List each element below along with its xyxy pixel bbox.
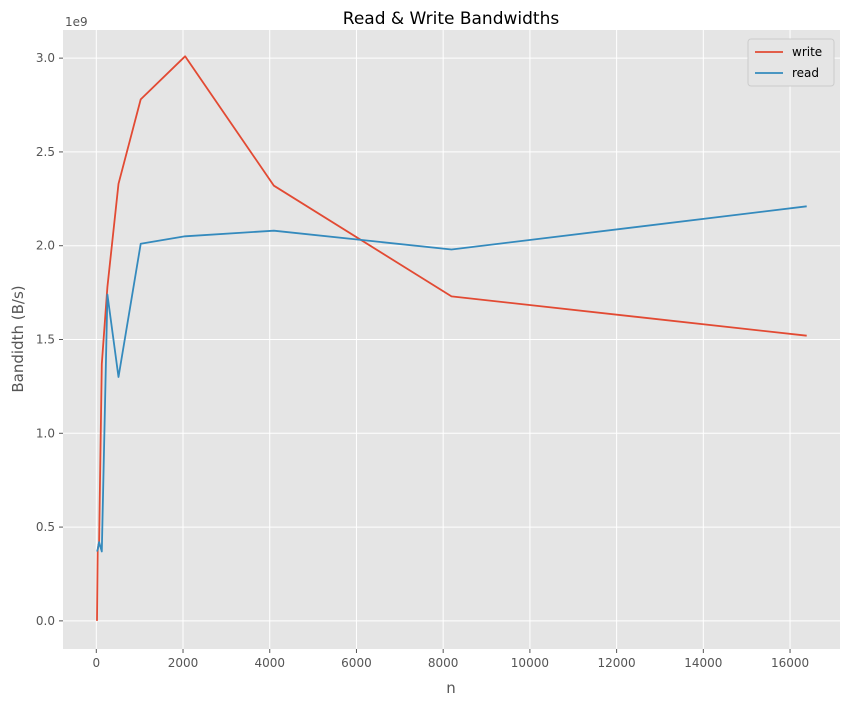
x-tick-label: 10000 bbox=[511, 656, 549, 670]
legend-box bbox=[747, 38, 835, 87]
x-tick-label: 16000 bbox=[771, 656, 809, 670]
legend-label-read: read bbox=[792, 66, 819, 80]
x-tick-label: 14000 bbox=[684, 656, 722, 670]
series-line-read bbox=[96, 205, 807, 553]
x-axis-label: n bbox=[446, 679, 456, 697]
grid-lines bbox=[63, 30, 840, 649]
chart-title: Read & Write Bandwidths bbox=[343, 9, 560, 29]
x-tick-label: 6000 bbox=[341, 656, 372, 670]
y-axis-ticks: 0.0 0.5 1.0 1.5 2.0 2.5 3.0 bbox=[36, 51, 63, 628]
x-tick-label: 2000 bbox=[168, 656, 199, 670]
x-tick-label: 0 bbox=[92, 656, 100, 670]
y-tick-label: 3.0 bbox=[36, 51, 55, 65]
y-scale-label: 1e9 bbox=[65, 15, 88, 29]
legend-label-write: write bbox=[792, 45, 822, 59]
y-tick-label: 0.5 bbox=[36, 520, 55, 534]
x-axis-ticks: 0 2000 4000 6000 8000 10000 12000 14000 16000 bbox=[92, 649, 809, 670]
y-tick-label: 0.0 bbox=[36, 614, 55, 628]
y-axis-label: Bandidth (B/s) bbox=[9, 285, 27, 392]
y-tick-label: 1.5 bbox=[36, 333, 55, 347]
x-tick-label: 12000 bbox=[598, 656, 636, 670]
series-layer bbox=[96, 55, 807, 621]
y-tick-label: 2.5 bbox=[36, 145, 55, 159]
x-tick-label: 4000 bbox=[254, 656, 285, 670]
y-tick-label: 1.0 bbox=[36, 426, 55, 440]
legend: write read bbox=[747, 38, 835, 87]
x-tick-label: 8000 bbox=[428, 656, 459, 670]
y-tick-label: 2.0 bbox=[36, 239, 55, 253]
